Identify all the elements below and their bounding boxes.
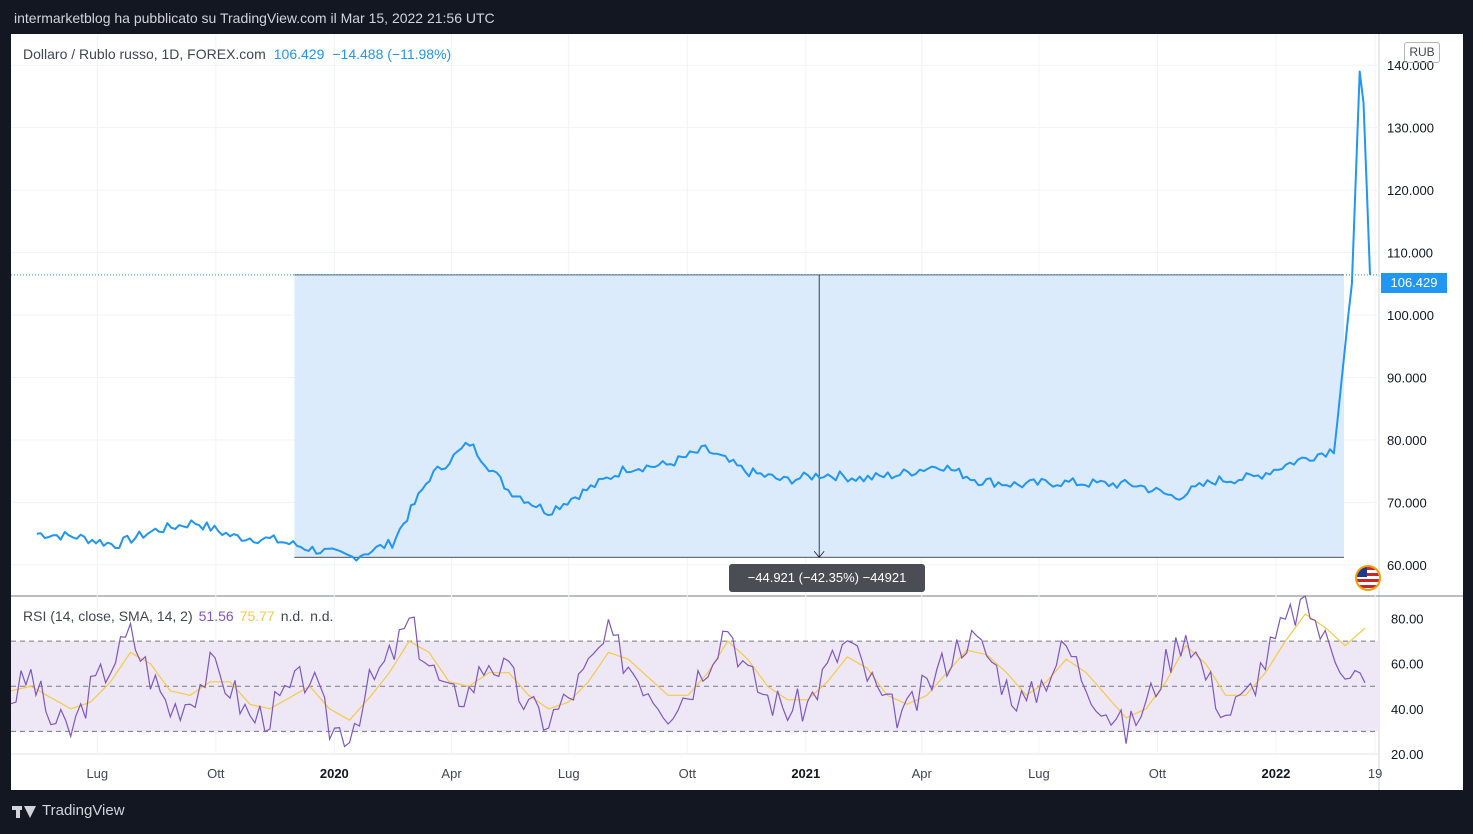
change-value: −14.488 (−11.98%) (332, 46, 452, 62)
rsi-legend: RSI (14, close, SMA, 14, 2) 51.56 75.77 n.d… (23, 608, 333, 624)
rsi-na-2: n.d. (310, 608, 334, 624)
tradingview-logo-icon (12, 804, 36, 818)
rsi-y-tick-label: 60.00 (1391, 657, 1424, 672)
current-price-tag: 106.429 (1381, 273, 1447, 293)
x-tick-label: Ott (679, 766, 697, 781)
x-tick-label: Lug (1028, 766, 1050, 781)
rsi-y-tick-label: 20.00 (1391, 747, 1424, 762)
measure-arrow-head (813, 551, 825, 558)
rsi-sma-value: 75.77 (239, 608, 275, 624)
x-tick-label: Ott (1149, 766, 1167, 781)
footer-brand[interactable]: TradingView (12, 802, 125, 819)
y-tick-label: 130.000 (1387, 121, 1434, 136)
y-tick-label: 60.000 (1387, 558, 1427, 573)
x-tick-label: 2021 (791, 766, 820, 781)
y-tick-label: 120.000 (1387, 183, 1434, 198)
y-tick-label: 100.000 (1387, 308, 1434, 323)
x-tick-label: 2020 (320, 766, 349, 781)
rsi-value: 51.56 (198, 608, 234, 624)
x-tick-label: 2022 (1261, 766, 1290, 781)
published-header: intermarketblog ha pubblicato su Trading… (14, 10, 495, 26)
symbol-label: Dollaro / Rublo russo, 1D, FOREX.com (23, 46, 266, 62)
x-tick-label: Lug (86, 766, 108, 781)
x-tick-label: Ott (207, 766, 225, 781)
x-tick-label: Apr (441, 766, 462, 781)
x-tick-label: Apr (912, 766, 933, 781)
last-value: 106.429 (273, 46, 325, 62)
x-tick-label: 19 (1368, 766, 1382, 781)
currency-button[interactable]: RUB (1404, 42, 1440, 63)
rsi-label: RSI (14, close, SMA, 14, 2) (23, 608, 193, 624)
main-legend: Dollaro / Rublo russo, 1D, FOREX.com 106.… (23, 46, 451, 62)
price-series-line (36, 70, 1371, 562)
rsi-line (11, 595, 1366, 748)
brand-label: TradingView (42, 802, 125, 819)
rsi-y-tick-label: 80.00 (1391, 612, 1424, 627)
rsi-y-tick-label: 40.00 (1391, 702, 1424, 717)
y-tick-label: 90.000 (1387, 370, 1427, 385)
chart-canvas[interactable]: Lug Ott 2020 Apr Lug Ott 2021 Apr Lug Ott 2022 19 14… (11, 34, 1463, 790)
y-tick-label: 70.000 (1387, 495, 1427, 510)
chart-card[interactable]: Lug Ott 2020 Apr Lug Ott 2021 Apr Lug Ott 2022 19 14… (11, 34, 1463, 790)
rsi-na-1: n.d. (280, 608, 305, 624)
measure-label: −44.921 (−42.35%) −44921 (729, 564, 925, 592)
us-flag-icon[interactable] (1357, 567, 1379, 589)
x-tick-label: Lug (558, 766, 580, 781)
y-tick-label: 80.000 (1387, 433, 1427, 448)
y-tick-label: 110.000 (1387, 246, 1433, 261)
y-tick-label: 140.000 (1387, 58, 1434, 73)
